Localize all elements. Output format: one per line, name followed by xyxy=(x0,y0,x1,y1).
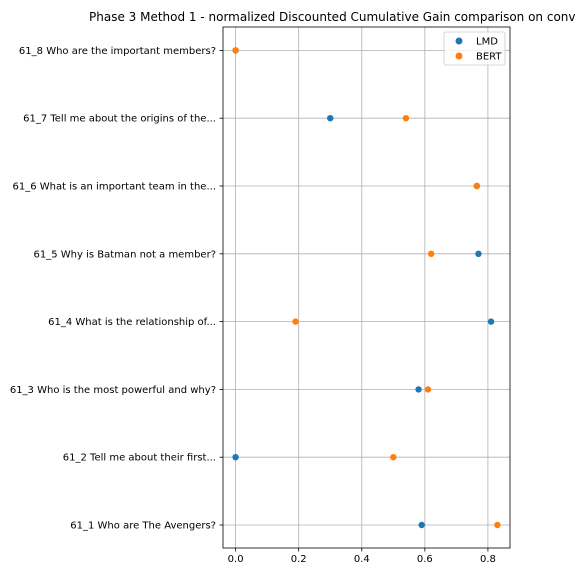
point-bert-0 xyxy=(494,521,501,529)
point-lmd-6 xyxy=(327,115,334,122)
y-tick-label-5: 61_6 What is an important team in the... xyxy=(13,182,216,193)
y-tick-label-2: 61_3 Who is the most powerful and why? xyxy=(10,385,216,396)
y-tick-label-0: 61_1 Who are The Avengers? xyxy=(70,521,216,532)
point-bert-7 xyxy=(232,47,239,54)
x-tick-label-4: 0.8 xyxy=(480,554,496,565)
point-bert-1 xyxy=(390,454,397,461)
grid xyxy=(223,27,510,548)
y-tick-label-4: 61_5 Why is Batman not a member? xyxy=(34,249,216,260)
point-lmd-4 xyxy=(475,250,482,257)
point-bert-5 xyxy=(473,182,481,190)
point-lmd-1 xyxy=(232,454,239,461)
legend-marker-bert xyxy=(455,52,463,60)
point-bert-3 xyxy=(292,318,299,325)
point-lmd-2 xyxy=(415,386,422,393)
legend-label-lmd: LMD xyxy=(476,37,498,48)
plot-frame xyxy=(222,26,511,549)
point-lmd-3 xyxy=(487,318,495,325)
x-axis-ticks: 0.0 0.2 0.4 0.6 0.8 xyxy=(228,548,496,565)
point-bert-2 xyxy=(424,386,432,393)
x-tick-label-2: 0.4 xyxy=(354,554,370,565)
chart-title: Phase 3 Method 1 - normalized Discounted… xyxy=(89,10,576,24)
y-tick-label-1: 61_2 Tell me about their first... xyxy=(63,453,216,464)
x-tick-label-1: 0.2 xyxy=(291,554,307,565)
y-tick-label-7: 61_8 Who are the important members? xyxy=(19,46,216,57)
x-tick-label-3: 0.6 xyxy=(417,554,433,565)
y-tick-label-3: 61_4 What is the relationship of... xyxy=(48,317,216,328)
legend-marker-lmd xyxy=(455,37,463,45)
point-bert-4 xyxy=(427,250,435,257)
point-lmd-0 xyxy=(418,521,425,529)
data-points xyxy=(232,47,501,529)
legend: LMD BERT xyxy=(443,31,506,66)
point-bert-6 xyxy=(402,115,410,122)
y-tick-label-6: 61_7 Tell me about the origins of the... xyxy=(23,114,216,125)
y-axis-ticks: 61_1 Who are The Avengers? 61_2 Tell me a… xyxy=(10,46,223,532)
x-tick-label-0: 0.0 xyxy=(228,554,244,565)
legend-label-bert: BERT xyxy=(476,52,502,63)
